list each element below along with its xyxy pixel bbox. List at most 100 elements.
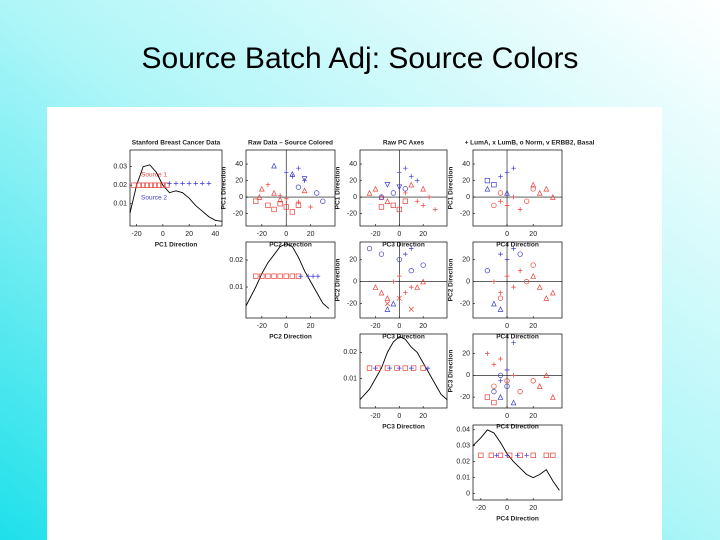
point <box>536 284 543 290</box>
point <box>289 273 295 279</box>
point <box>549 289 556 296</box>
point <box>366 365 373 371</box>
point <box>498 378 503 384</box>
point <box>517 268 523 273</box>
y-axis-label: PC1 Direction <box>221 167 228 210</box>
point <box>378 204 385 210</box>
point <box>140 182 146 188</box>
point <box>498 356 503 362</box>
x-tick-label: -20 <box>132 231 142 238</box>
point <box>384 306 391 312</box>
x-tick-label: 20 <box>419 231 427 238</box>
x-axis-label: PC3 Direction <box>382 334 425 341</box>
density-curve <box>129 164 223 222</box>
point <box>372 284 379 290</box>
point <box>301 176 308 182</box>
panel-title: + LumA, x LumB, o Norm, v ERBB2, Basal <box>465 140 595 147</box>
point <box>131 182 137 188</box>
x-tick-label: 20 <box>529 231 537 238</box>
y-tick-label: -20 <box>460 301 470 308</box>
point <box>504 378 510 384</box>
point <box>425 365 431 371</box>
point <box>517 389 523 395</box>
x-tick-label: 0 <box>161 231 165 238</box>
point <box>484 267 491 274</box>
annotation: Source 2 <box>141 195 167 202</box>
point <box>396 184 403 191</box>
point <box>511 373 516 378</box>
y-tick-label: 0 <box>239 194 243 201</box>
point <box>530 273 537 279</box>
point <box>148 182 154 188</box>
point <box>366 189 373 196</box>
point <box>478 452 484 458</box>
point <box>199 181 205 186</box>
point <box>384 301 390 307</box>
point <box>530 452 536 458</box>
point <box>408 181 415 188</box>
point <box>256 194 263 200</box>
plot-frame <box>129 149 223 227</box>
point <box>402 290 408 295</box>
point <box>308 204 313 210</box>
point <box>271 273 277 279</box>
point <box>498 251 503 257</box>
density-curve <box>245 243 330 309</box>
point <box>390 190 397 196</box>
x-tick-label: 0 <box>284 323 288 330</box>
point <box>378 289 385 296</box>
x-tick-label: 20 <box>529 323 537 330</box>
y-tick-label: -20 <box>460 394 470 401</box>
plot-frame <box>359 333 448 409</box>
point <box>517 251 523 257</box>
point <box>152 182 158 188</box>
plot-frame <box>472 241 563 319</box>
panel-title: Stanford Breast Cancer Data <box>132 140 221 147</box>
point <box>271 206 277 213</box>
point <box>491 389 497 395</box>
y-tick-label: 0.01 <box>113 201 127 208</box>
x-tick-label: -20 <box>370 413 380 420</box>
point <box>289 170 296 177</box>
x-tick-label: 0 <box>505 323 509 330</box>
point <box>384 182 391 188</box>
x-tick-label: -20 <box>476 505 486 512</box>
point <box>549 394 556 400</box>
y-tick-label: -20 <box>347 301 357 308</box>
point <box>517 207 523 212</box>
y-tick-label: 40 <box>235 161 243 168</box>
point <box>491 202 497 208</box>
point <box>543 452 549 458</box>
x-axis-label: PC4 Direction <box>496 424 539 431</box>
x-tick-label: 0 <box>397 231 401 238</box>
point <box>378 251 385 257</box>
point <box>504 203 510 208</box>
point <box>497 372 504 379</box>
x-tick-label: -20 <box>370 323 380 330</box>
point <box>277 273 283 279</box>
point <box>265 182 271 187</box>
point <box>420 365 426 371</box>
point <box>414 198 420 204</box>
plot-frame <box>359 149 448 227</box>
point <box>408 284 414 290</box>
point <box>511 246 516 251</box>
point <box>301 187 308 194</box>
point <box>402 198 408 204</box>
point <box>510 399 517 406</box>
point <box>259 273 265 279</box>
point <box>511 284 516 290</box>
density-curve <box>472 429 560 491</box>
point <box>283 196 289 202</box>
y-tick-label: 20 <box>349 256 357 263</box>
point <box>536 383 543 389</box>
point <box>504 189 510 196</box>
x-tick-label: 0 <box>397 323 401 330</box>
point <box>402 165 408 171</box>
plot-frame <box>472 424 563 501</box>
point <box>488 452 494 458</box>
plot-frame <box>472 333 563 409</box>
point <box>310 273 316 279</box>
x-tick-label: 20 <box>419 323 427 330</box>
y-tick-label: 0.01 <box>229 284 243 291</box>
